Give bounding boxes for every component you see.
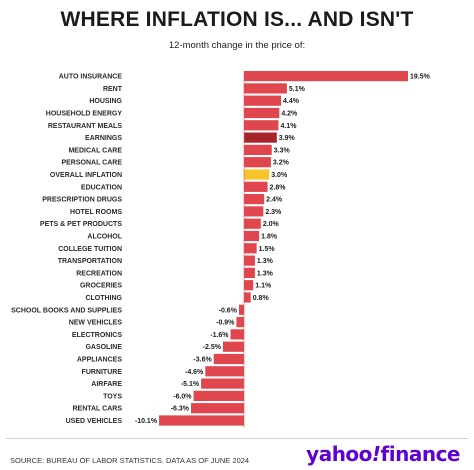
value-label-college-tuition: 1.5% bbox=[259, 246, 276, 253]
category-label-rent: RENT bbox=[103, 86, 123, 93]
category-label-furniture: FURNITURE bbox=[82, 369, 123, 376]
value-label-pets-pet-products: 2.0% bbox=[263, 221, 280, 228]
category-label-earnings: EARNINGS bbox=[85, 135, 122, 142]
bar-appliances bbox=[213, 353, 244, 365]
category-label-airfare: AIRFARE bbox=[91, 381, 122, 388]
bar-used-vehicles bbox=[159, 415, 244, 426]
category-label-recreation: RECREATION bbox=[76, 270, 122, 277]
bar-alcohol bbox=[244, 230, 260, 242]
footer-divider bbox=[6, 438, 468, 439]
category-label-transportation: TRANSPORTATION bbox=[58, 258, 122, 265]
bar-prescription-drugs bbox=[244, 194, 265, 205]
value-label-electronics: -1.6% bbox=[210, 332, 229, 339]
value-label-groceries: 1.1% bbox=[255, 283, 272, 290]
value-label-prescription-drugs: 2.4% bbox=[266, 197, 283, 204]
logo-main: yahoo bbox=[306, 442, 372, 466]
bar-toys bbox=[193, 390, 244, 401]
bar-transportation bbox=[244, 255, 255, 266]
bar-housing bbox=[244, 95, 282, 106]
bar-overall-inflation bbox=[244, 169, 270, 180]
category-label-clothing: CLOTHING bbox=[85, 295, 122, 302]
value-label-rental-cars: -6.3% bbox=[171, 406, 190, 413]
category-label-gasoline: GASOLINE bbox=[85, 344, 122, 351]
bar-restaurant-meals bbox=[244, 120, 279, 131]
category-label-overall-inflation: OVERALL INFLATION bbox=[50, 172, 122, 179]
chart-title: WHERE INFLATION IS... AND ISN'T bbox=[60, 8, 414, 31]
category-label-appliances: APPLIANCES bbox=[77, 357, 122, 364]
value-label-appliances: -3.6% bbox=[193, 357, 212, 364]
yahoo-finance-logo: yahoo!finance bbox=[306, 442, 460, 466]
value-label-personal-care: 3.2% bbox=[273, 160, 290, 167]
value-label-furniture: -4.6% bbox=[185, 369, 204, 376]
category-label-electronics: ELECTRONICS bbox=[72, 332, 123, 339]
bar-new-vehicles bbox=[236, 317, 244, 328]
value-label-airfare: -5.1% bbox=[181, 381, 200, 388]
category-label-prescription-drugs: PRESCRIPTION DRUGS bbox=[42, 197, 122, 204]
category-label-hotel-rooms: HOTEL ROOMS bbox=[70, 209, 122, 216]
value-label-new-vehicles: -0.9% bbox=[216, 320, 235, 327]
bar-household-energy bbox=[244, 107, 280, 119]
bar-medical-care bbox=[244, 144, 272, 155]
bar-gasoline bbox=[222, 341, 244, 352]
value-label-hotel-rooms: 2.3% bbox=[265, 209, 282, 216]
value-label-education: 2.8% bbox=[270, 184, 287, 191]
bar-groceries bbox=[244, 280, 254, 291]
value-label-recreation: 1.3% bbox=[257, 270, 274, 277]
value-label-transportation: 1.3% bbox=[257, 258, 274, 265]
bar-pets-pet-products bbox=[244, 218, 261, 229]
category-label-education: EDUCATION bbox=[81, 184, 122, 191]
category-label-household-energy: HOUSEHOLD ENERGY bbox=[46, 111, 123, 118]
category-label-personal-care: PERSONAL CARE bbox=[61, 160, 122, 167]
category-label-alcohol: ALCOHOL bbox=[87, 234, 122, 241]
value-label-used-vehicles: -10.1% bbox=[135, 418, 158, 425]
category-label-college-tuition: COLLEGE TUITION bbox=[58, 246, 122, 253]
category-label-pets-pet-products: PETS & PET PRODUCTS bbox=[40, 221, 122, 228]
bar-hotel-rooms bbox=[244, 206, 264, 217]
value-label-clothing: 0.8% bbox=[253, 295, 270, 302]
logo-mark: ! bbox=[371, 442, 381, 466]
category-label-medical-care: MEDICAL CARE bbox=[68, 147, 122, 154]
bar-education bbox=[244, 181, 268, 192]
category-label-auto-insurance: AUTO INSURANCE bbox=[59, 74, 123, 81]
bar-earnings bbox=[244, 132, 277, 143]
bar-recreation bbox=[244, 267, 255, 278]
category-label-rental-cars: RENTAL CARS bbox=[72, 406, 122, 413]
bar-personal-care bbox=[244, 157, 271, 168]
logo-suffix: finance bbox=[380, 442, 461, 466]
category-label-restaurant-meals: RESTAURANT MEALS bbox=[48, 123, 122, 130]
bar-furniture bbox=[205, 366, 244, 377]
category-label-used-vehicles: USED VEHICLES bbox=[66, 418, 123, 425]
value-label-alcohol: 1.8% bbox=[261, 234, 278, 241]
category-label-toys: TOYS bbox=[103, 393, 122, 400]
category-label-school-books-and-supplies: SCHOOL BOOKS AND SUPPLIES bbox=[11, 307, 122, 314]
category-label-groceries: GROCERIES bbox=[80, 283, 122, 290]
value-label-household-energy: 4.2% bbox=[281, 111, 298, 118]
value-label-earnings: 3.9% bbox=[279, 135, 296, 142]
value-label-toys: -6.0% bbox=[173, 393, 192, 400]
value-label-overall-inflation: 3.0% bbox=[271, 172, 288, 179]
value-label-auto-insurance: 19.5% bbox=[410, 74, 431, 81]
value-label-restaurant-meals: 4.1% bbox=[280, 123, 297, 130]
value-labels: 19.5% 5.1% 4.4% 4.2% 4.1% 3.9% 3.3% 3.2% 3.0% 2.8… bbox=[135, 74, 431, 425]
value-label-rent: 5.1% bbox=[289, 86, 306, 93]
bar-rental-cars bbox=[191, 403, 244, 414]
value-label-medical-care: 3.3% bbox=[274, 147, 291, 154]
source-note: SOURCE: BUREAU OF LABOR STATISTICS. DATA… bbox=[10, 456, 250, 465]
bar-chart: AUTO INSURANCE RENT HOUSING HOUSEHOLD ENERG… bbox=[11, 71, 431, 428]
bar-airfare bbox=[201, 378, 244, 389]
value-label-gasoline: -2.5% bbox=[203, 344, 222, 351]
category-labels: AUTO INSURANCE RENT HOUSING HOUSEHOLD ENERG… bbox=[11, 74, 123, 425]
bar-clothing bbox=[244, 292, 251, 303]
chart-subtitle: 12-month change in the price of: bbox=[168, 40, 306, 51]
category-label-new-vehicles: NEW VEHICLES bbox=[69, 320, 123, 327]
bar-college-tuition bbox=[244, 243, 257, 254]
bar-auto-insurance bbox=[244, 71, 408, 82]
bar-school-books-and-supplies bbox=[238, 304, 244, 315]
bars-group bbox=[159, 71, 408, 426]
bar-electronics bbox=[230, 329, 244, 340]
value-label-housing: 4.4% bbox=[283, 98, 300, 105]
value-label-school-books-and-supplies: -0.6% bbox=[219, 307, 238, 314]
bar-rent bbox=[244, 83, 287, 94]
category-label-housing: HOUSING bbox=[89, 98, 122, 105]
